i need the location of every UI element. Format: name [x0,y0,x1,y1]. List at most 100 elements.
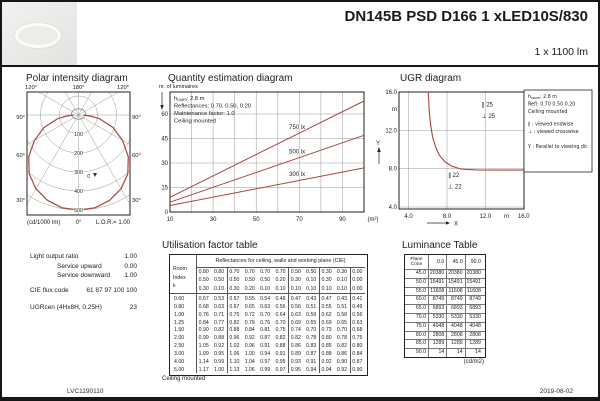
x-tick-label: 70 [296,217,303,223]
intensity-curve [28,114,129,211]
reflectance-value: 0.50 [198,277,209,284]
radial-tick-label: 200 [74,151,83,157]
plane-angle-header: 0.0 [437,259,445,265]
utilisation-factor-value: 0.91 [275,350,286,357]
room-index-value: 0.60 [174,296,185,302]
y-tick-label: 12.0 [385,128,397,134]
utilisation-factor-value: 0.87 [352,358,363,365]
legend-line: Refl: 0.70 0.50 0.20 [528,102,575,108]
utilisation-factor-value: 0.65 [244,303,255,310]
utilisation-factor-value: 0.70 [260,311,271,318]
table-rule [405,286,485,288]
utilisation-factor-value: 0.86 [336,350,347,357]
cone-angle-value: 80.0 [415,331,426,338]
utilisation-factor-value: 0.97 [275,366,286,373]
y-tick-label: 0 [165,210,169,216]
legend-line: ∥ : viewed endwise [528,122,573,128]
utilisation-factor-value: 0.92 [336,366,347,373]
y-tick-label: 45 [161,137,168,143]
utilisation-factor-value: 0.75 [229,311,240,318]
luminance-value: 4048 [451,322,463,329]
reflectance-value: 0.30 [336,269,347,275]
cone-angle-value: 55.0 [415,287,426,294]
reflectance-value: 0.10 [275,285,286,292]
photometric-summary: Light output ratio 1.00 Service upward 0… [30,253,137,315]
utilisation-factor-value: 0.49 [352,303,363,310]
ugr-legend-box [523,89,593,173]
x-axis-unit: m [504,214,509,220]
ugr-cen-label: UGRcen (4Hx8H, 0.25H) [30,304,102,311]
utilisation-factor-value: 0.75 [275,327,286,334]
luminance-value: 11608 [430,287,445,294]
cone-angle-value: 60.0 [415,296,426,303]
cplane-marker: 0 [87,174,90,180]
table-rule [170,293,365,294]
lor-label: L.O.R.= 1.00 [96,220,131,226]
quantity-diagram-title: Quantity estimation diagram [168,73,293,84]
light-output-ratio-row: Light output ratio 1.00 [30,253,137,260]
utilisation-factor-value: 0.92 [213,343,225,350]
ugr-crosswise-label: ⊥ 22 [448,183,462,190]
ugr-cen-row: UGRcen (4Hx8H, 0.25H) 23 [30,304,137,311]
luminance-value: 5330 [469,314,481,320]
luminance-table-title: Luminance Table [402,240,478,251]
utilisation-factor-value: 1.13 [229,366,240,373]
reflectance-value: 0.50 [229,277,240,284]
ugr-cen-value: 23 [129,304,137,311]
utilisation-factor-value: 1.17 [198,366,209,373]
y-axis-label: nr. of luminaires [159,84,198,90]
ugr-endwise-label: ∥ 25 [482,101,494,108]
reflectance-value: 0.50 [306,269,317,275]
utilisation-factor-value: 0.84 [244,327,255,334]
radial-tick-label: 400 [74,189,83,195]
utilisation-factor-value: 0.82 [290,335,301,342]
grid-ray [78,92,119,116]
utilisation-factor-value: 0.62 [321,311,332,318]
light-output-ratio-value: 1.00 [124,253,137,260]
utilisation-factor-value: 1.06 [229,350,240,357]
series-label: 750 lx [289,125,305,131]
reflectance-value: 0.30 [229,285,240,292]
utilisation-factor-value: 0.99 [260,366,271,373]
utilisation-factor-value: 0.90 [352,366,363,373]
reflectance-value: 0.00 [352,285,363,292]
utilisation-factor-value: 0.88 [275,343,286,350]
utilisation-factor-value: 0.70 [275,319,286,326]
utilisation-factor-value: 0.64 [275,311,286,318]
estimation-line [169,167,365,206]
document-date: 2019-08-02 [539,388,573,395]
plot-border [398,91,525,210]
angle-label: 60° [16,153,25,159]
cone-angle-value: 45.0 [415,270,426,276]
nadir-angle-label: 0° [76,220,82,226]
room-index-value: 1.00 [174,311,185,318]
service-downward-label: Service downward [57,272,111,279]
angle-label: 30° [132,198,141,204]
utilisation-factor-value: 0.47 [290,296,301,302]
reflectance-value: 0.80 [198,269,209,275]
luminance-value: 20380 [466,270,481,276]
estimation-line [169,134,365,203]
utilisation-factor-value: 0.96 [229,335,240,342]
utilisation-factor-value: 0.89 [290,350,301,357]
utilisation-factor-value: 0.99 [198,335,209,342]
grid-ray [78,92,93,116]
grid-ray [27,114,79,146]
table-rule [196,267,365,268]
polar-intensity-chart: 100 200 300 400 500 120° 180° 120° 90° 90° 60° 60° 3… [16,85,141,226]
utilisation-factor-value: 0.88 [213,335,225,342]
angle-label: 180° [73,85,85,91]
utilisation-factor-value: 1.04 [244,358,255,365]
luminance-value: 1289 [451,340,463,347]
cone-angle-value: 85.0 [415,340,426,347]
utilisation-factor-value: 1.05 [198,343,209,350]
utilisation-factor-value: 0.51 [336,303,347,310]
utilisation-factor-value: 0.78 [306,335,317,342]
utilisation-factor-value: 0.68 [352,327,363,334]
utilisation-factor-value: 0.69 [290,319,301,326]
utilisation-factor-value: 0.80 [352,343,363,350]
condition-line: hroom: 2.8 m [174,96,205,102]
radial-tick-label: 300 [74,170,83,176]
x-tick-label: 10 [167,217,174,223]
ugr-curve [427,91,524,171]
